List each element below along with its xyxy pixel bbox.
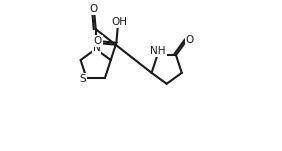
Text: OH: OH <box>111 17 127 27</box>
Text: O: O <box>89 4 98 14</box>
Text: S: S <box>79 74 86 84</box>
Text: O: O <box>186 35 194 45</box>
Text: N: N <box>92 43 100 53</box>
Text: NH: NH <box>150 46 166 56</box>
Text: O: O <box>94 36 102 46</box>
